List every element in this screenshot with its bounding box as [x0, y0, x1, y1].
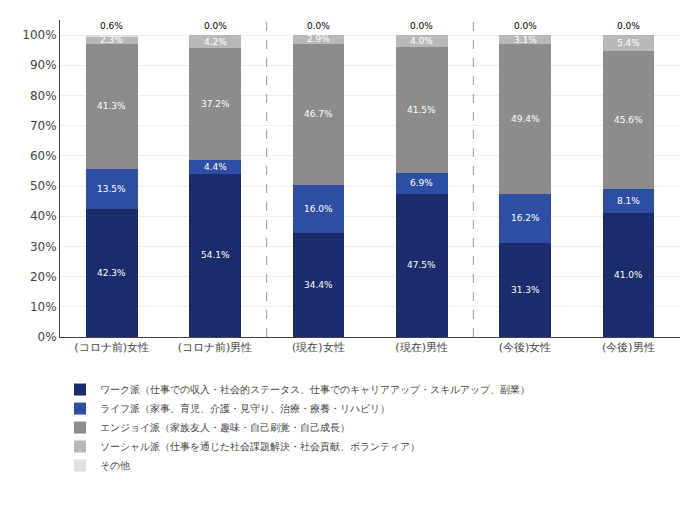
svg-text:8.1%: 8.1% [617, 196, 640, 206]
svg-text:40%: 40% [30, 209, 57, 223]
svg-text:10%: 10% [30, 300, 57, 314]
svg-text:4.4%: 4.4% [204, 162, 227, 172]
svg-text:16.2%: 16.2% [511, 213, 540, 223]
svg-text:6.9%: 6.9% [410, 178, 433, 188]
svg-text:41.3%: 41.3% [97, 101, 126, 111]
svg-text:エンジョイ派（家族友人・趣味・自己刷覚・自己成長）: エンジョイ派（家族友人・趣味・自己刷覚・自己成長） [100, 422, 350, 433]
svg-text:41.0%: 41.0% [614, 270, 643, 280]
svg-text:4.2%: 4.2% [204, 37, 227, 47]
svg-text:37.2%: 37.2% [201, 99, 230, 109]
svg-text:ソーシャル派（仕事を通じた社会課題解決・社会貢献、ボランティ: ソーシャル派（仕事を通じた社会課題解決・社会貢献、ボランティア） [100, 441, 420, 452]
svg-text:(今後)男性: (今後)男性 [602, 341, 655, 354]
svg-text:(現在)男性: (現在)男性 [395, 341, 448, 354]
svg-text:41.5%: 41.5% [407, 105, 436, 115]
svg-text:(コロナ前)男性: (コロナ前)男性 [178, 341, 253, 354]
svg-text:4.0%: 4.0% [410, 36, 433, 46]
svg-text:0.0%: 0.0% [410, 21, 433, 31]
svg-text:ワーク派（仕事での収入・社会的ステータス、仕事でのキャリアア: ワーク派（仕事での収入・社会的ステータス、仕事でのキャリアアップ・スキルアップ、… [100, 384, 530, 395]
svg-text:その他: その他 [100, 460, 130, 471]
svg-text:47.5%: 47.5% [407, 260, 436, 270]
svg-text:42.3%: 42.3% [97, 268, 126, 278]
svg-text:80%: 80% [30, 89, 57, 103]
svg-text:(現在)女性: (現在)女性 [292, 341, 345, 354]
svg-text:45.6%: 45.6% [614, 115, 643, 125]
svg-text:0%: 0% [38, 330, 57, 344]
svg-text:5.4%: 5.4% [617, 38, 640, 48]
svg-text:3.1%: 3.1% [514, 35, 537, 45]
svg-text:(コロナ前)女性: (コロナ前)女性 [74, 341, 149, 354]
svg-text:2.3%: 2.3% [100, 35, 123, 45]
svg-text:100%: 100% [22, 28, 56, 42]
svg-text:49.4%: 49.4% [511, 114, 540, 124]
svg-text:0.0%: 0.0% [307, 21, 330, 31]
svg-text:30%: 30% [30, 240, 57, 254]
svg-text:54.1%: 54.1% [201, 250, 230, 260]
svg-text:90%: 90% [30, 58, 57, 72]
svg-text:70%: 70% [30, 119, 57, 133]
svg-text:20%: 20% [30, 270, 57, 284]
svg-text:0.6%: 0.6% [100, 21, 123, 31]
svg-text:0.0%: 0.0% [204, 21, 227, 31]
svg-text:0.0%: 0.0% [617, 21, 640, 31]
svg-text:50%: 50% [30, 179, 57, 193]
svg-text:46.7%: 46.7% [304, 109, 333, 119]
svg-text:34.4%: 34.4% [304, 280, 333, 290]
svg-text:ライフ派（家事、育児、介護・見守り、治療・療養・リハビリ）: ライフ派（家事、育児、介護・見守り、治療・療養・リハビリ） [100, 403, 390, 414]
svg-text:31.3%: 31.3% [511, 285, 540, 295]
svg-text:60%: 60% [30, 149, 57, 163]
svg-text:(今後)女性: (今後)女性 [499, 341, 552, 354]
svg-text:13.5%: 13.5% [97, 184, 126, 194]
svg-text:0.0%: 0.0% [514, 21, 537, 31]
svg-text:16.0%: 16.0% [304, 204, 333, 214]
svg-text:2.9%: 2.9% [307, 34, 330, 44]
